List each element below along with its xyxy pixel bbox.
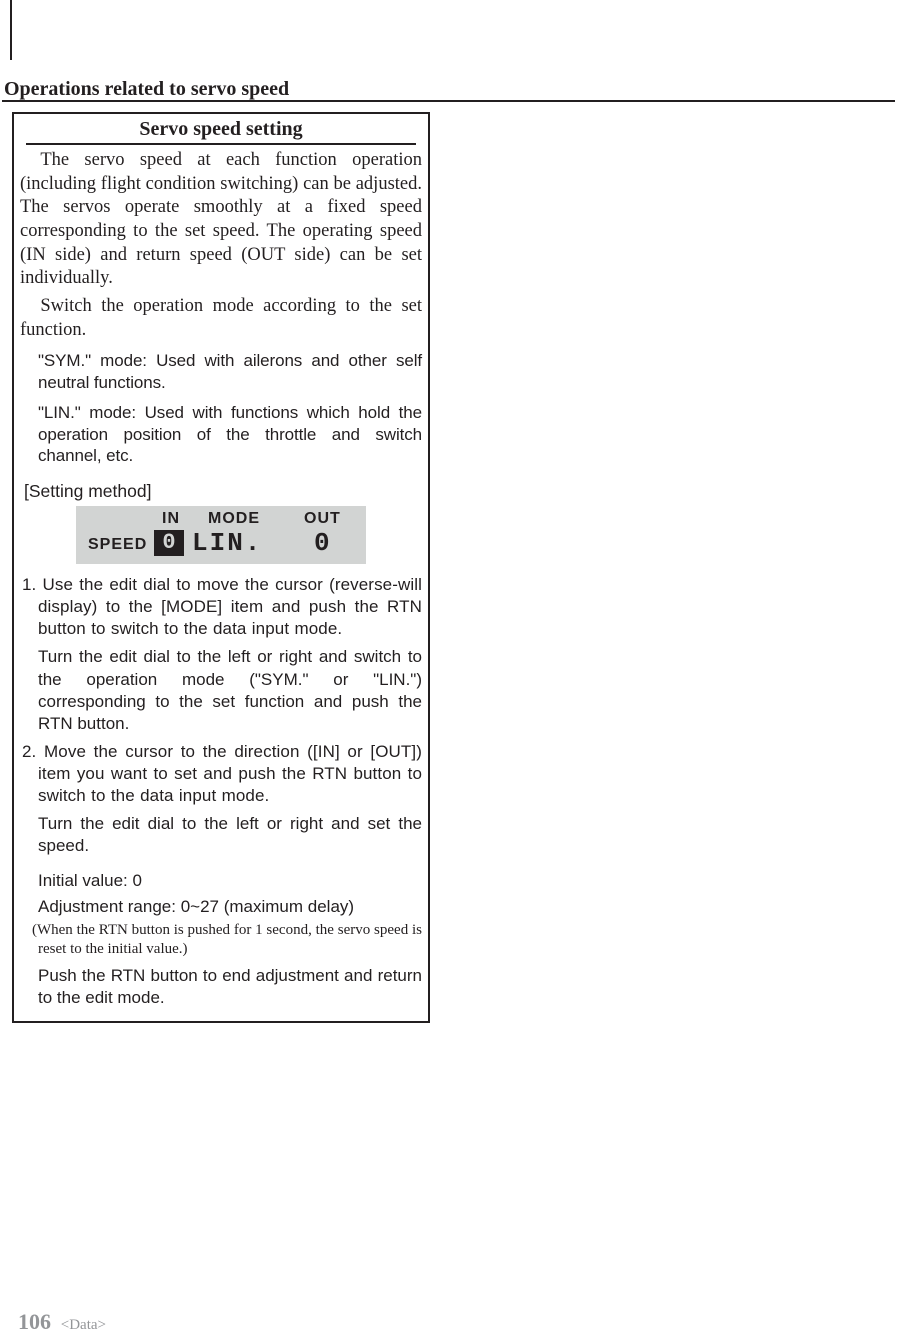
- lcd-value-out: 0: [314, 528, 330, 558]
- servo-speed-box: Servo speed setting The servo speed at e…: [12, 112, 430, 1023]
- intro-para-1: The servo speed at each function operati…: [20, 149, 422, 291]
- adjustment-range: Adjustment range: 0~27 (maximum delay): [38, 897, 422, 917]
- lcd-display: IN MODE OUT SPEED 0 LIN. 0: [76, 506, 366, 564]
- lcd-value-mode: LIN.: [192, 528, 262, 558]
- section-title: Operations related to servo speed: [4, 78, 289, 101]
- page: Operations related to servo speed Servo …: [0, 0, 897, 1343]
- mode-sym: "SYM." mode: Used with ailerons and othe…: [38, 350, 422, 394]
- initial-value: Initial value: 0: [38, 871, 422, 891]
- box-header-wrap: Servo speed setting: [26, 118, 416, 145]
- reset-note: (When the RTN button is pushed for 1 sec…: [28, 921, 422, 959]
- lcd-value-in: 0: [154, 530, 184, 556]
- step-2b: Turn the edit dial to the left or right …: [38, 813, 422, 857]
- corner-rule: [10, 0, 17, 60]
- footer-tag: <Data>: [61, 1317, 106, 1333]
- mode-lin: "LIN." mode: Used with functions which h…: [38, 402, 422, 467]
- page-footer: 106 <Data>: [18, 1309, 106, 1335]
- box-title: Servo speed setting: [26, 118, 416, 145]
- final-instruction: Push the RTN button to end adjustment an…: [38, 965, 422, 1009]
- intro-para-2: Switch the operation mode according to t…: [20, 295, 422, 342]
- section-rule: [2, 100, 895, 102]
- lcd-label-speed: SPEED: [88, 536, 147, 554]
- lcd-label-mode: MODE: [208, 510, 260, 528]
- step-1b: Turn the edit dial to the left or right …: [38, 646, 422, 734]
- lcd-label-out: OUT: [304, 510, 341, 528]
- step-2: 2. Move the cursor to the direction ([IN…: [22, 741, 422, 807]
- lcd-label-in: IN: [162, 510, 180, 528]
- step-1: 1. Use the edit dial to move the cursor …: [22, 574, 422, 640]
- page-number: 106: [18, 1309, 51, 1334]
- setting-method-heading: [Setting method]: [24, 481, 422, 502]
